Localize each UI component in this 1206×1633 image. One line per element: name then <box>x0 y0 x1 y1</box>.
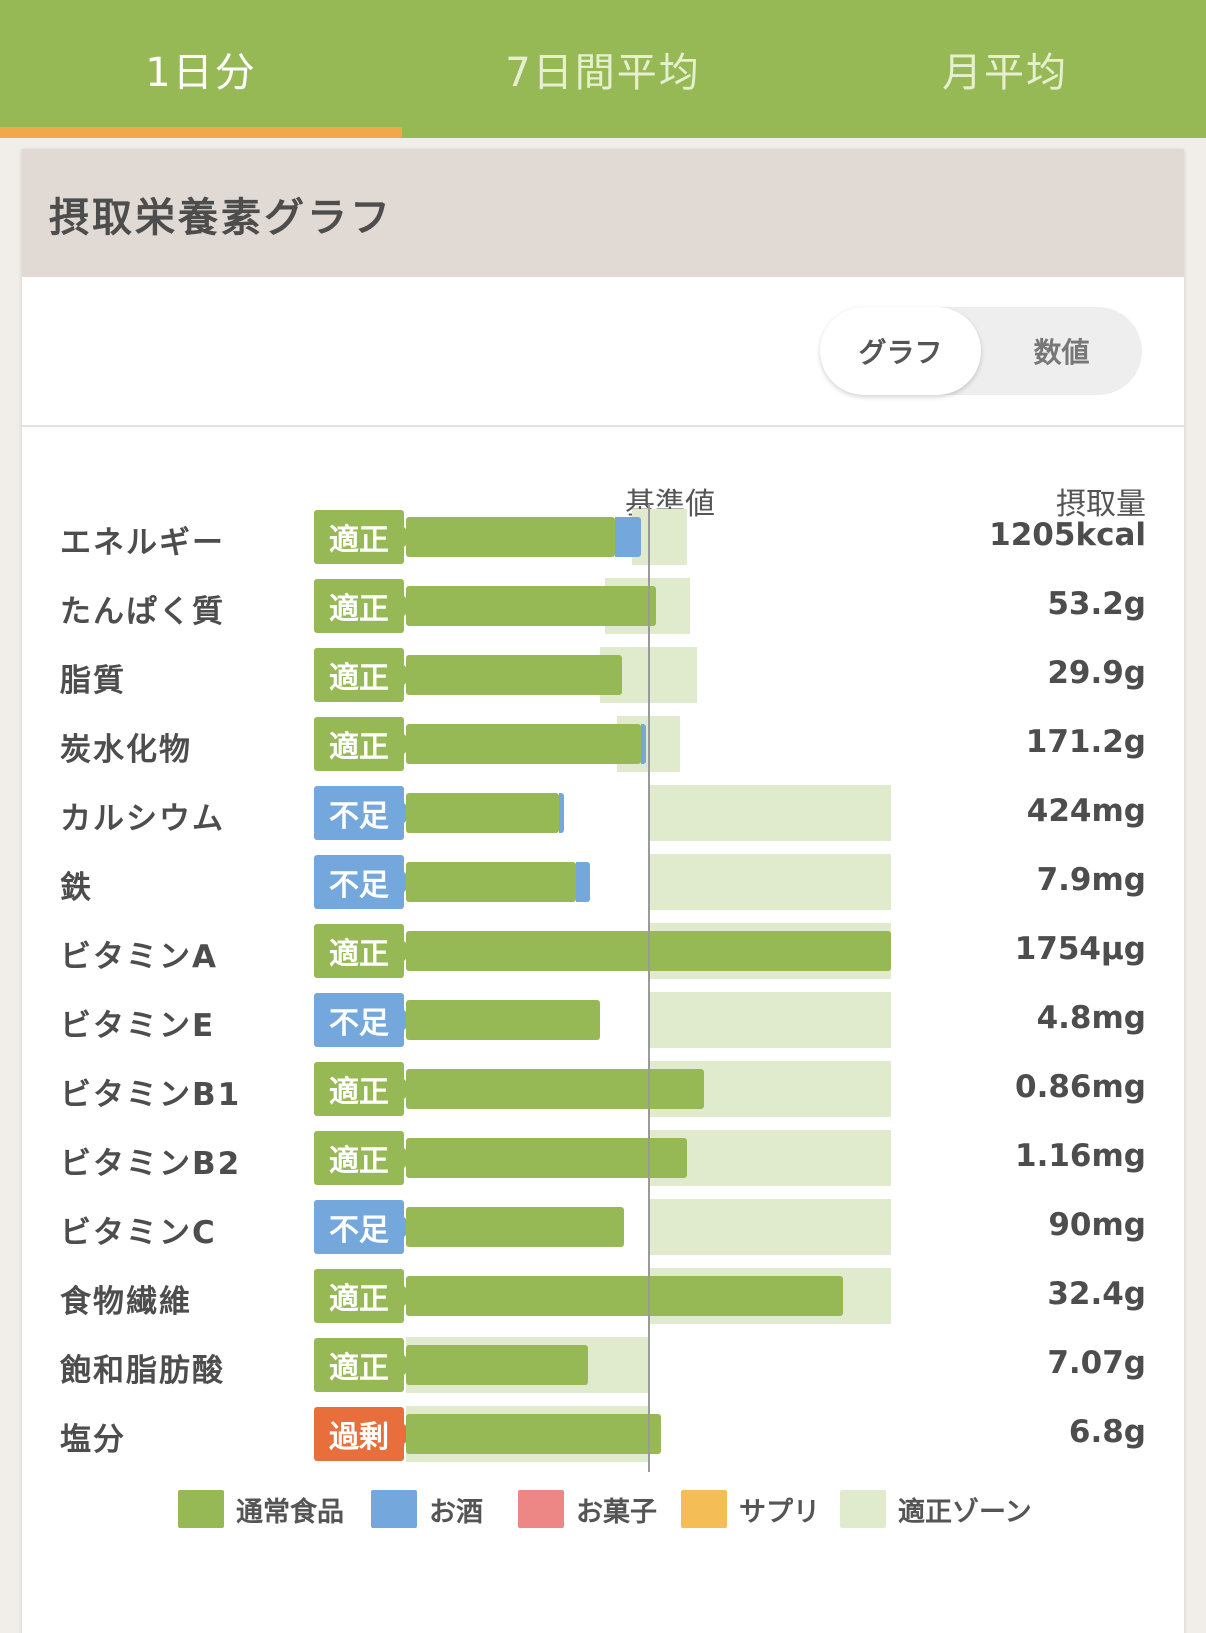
food-intake-bar <box>406 1138 688 1178</box>
legend-label: お菓子 <box>576 1496 657 1528</box>
intake-amount: 29.9g <box>1047 655 1146 691</box>
intake-amount: 90mg <box>1048 1207 1146 1243</box>
alcohol-intake-bar <box>614 517 642 557</box>
status-badge: 適正 <box>314 1269 414 1323</box>
intake-amount: 424mg <box>1026 793 1146 829</box>
alcohol-intake-bar <box>575 862 591 902</box>
nutrient-name: ビタミンB1 <box>60 1077 242 1113</box>
status-badge: 不足 <box>314 786 414 840</box>
status-badge: 適正 <box>314 1131 414 1185</box>
nutrient-graph-card: 摂取栄養素グラフ グラフ 数値 基準値 摂取量 エネルギー 適正 1205kcal た… <box>22 149 1184 1633</box>
food-intake-bar <box>406 1000 600 1040</box>
legend-swatch <box>681 1490 727 1528</box>
target-zone <box>648 1130 891 1186</box>
nutrient-name: ビタミンE <box>60 1008 216 1044</box>
nutrient-name: 鉄 <box>60 870 93 906</box>
intake-amount: 32.4g <box>1047 1276 1146 1312</box>
legend-item: お酒 <box>371 1487 483 1531</box>
target-zone <box>648 992 891 1048</box>
divider <box>22 425 1184 427</box>
intake-amount: 171.2g <box>1025 724 1146 760</box>
intake-amount: 6.8g <box>1068 1414 1146 1450</box>
legend-swatch <box>178 1490 224 1528</box>
legend-label: 通常食品 <box>236 1496 344 1528</box>
food-intake-bar <box>406 724 642 764</box>
food-intake-bar <box>406 1345 588 1385</box>
card-title: 摂取栄養素グラフ <box>49 195 393 241</box>
legend-label: サプリ <box>739 1496 820 1528</box>
toggle-value-option[interactable]: 数値 <box>1033 336 1090 369</box>
food-intake-bar <box>406 586 656 626</box>
legend-item: サプリ <box>681 1487 820 1531</box>
status-badge: 適正 <box>314 648 414 702</box>
food-intake-bar <box>406 1207 625 1247</box>
intake-amount: 4.8mg <box>1036 1000 1146 1036</box>
status-badge: 過剰 <box>314 1407 414 1461</box>
nutrient-name: 塩分 <box>60 1422 126 1458</box>
legend-swatch <box>371 1490 417 1528</box>
status-badge: 不足 <box>314 855 414 909</box>
intake-amount: 0.86mg <box>1015 1069 1146 1105</box>
intake-amount: 53.2g <box>1047 586 1146 622</box>
food-intake-bar <box>406 862 576 902</box>
food-intake-bar <box>406 517 615 557</box>
nutrient-name: 食物繊維 <box>60 1284 192 1320</box>
nutrient-bar-chart: 基準値 摂取量 エネルギー 適正 1205kcal たんぱく質 適正 53.2g 脂質 適正 2… <box>22 149 1184 1633</box>
intake-amount: 1754μg <box>1014 931 1146 967</box>
status-badge: 不足 <box>314 993 414 1047</box>
intake-amount: 7.9mg <box>1036 862 1146 898</box>
status-badge: 適正 <box>314 717 414 771</box>
food-intake-bar <box>406 1069 705 1109</box>
chart-legend: 通常食品 お酒 お菓子 サプリ 適正ゾーン <box>22 1487 1184 1537</box>
nutrient-name: ビタミンA <box>60 939 218 975</box>
nutrient-name: ビタミンC <box>60 1215 217 1251</box>
nutrient-name: ビタミンB2 <box>60 1146 242 1182</box>
legend-label: 適正ゾーン <box>898 1496 1032 1528</box>
nutrient-name: 飽和脂肪酸 <box>60 1353 225 1389</box>
food-intake-bar <box>406 793 559 833</box>
target-zone <box>648 1199 891 1255</box>
tab-one-day[interactable]: 1日分 <box>145 50 257 96</box>
intake-column-header: 摂取量 <box>1056 487 1146 522</box>
tab-seven-day-average[interactable]: 7日間平均 <box>505 50 701 96</box>
view-toggle[interactable]: グラフ 数値 <box>820 307 1142 395</box>
nutrient-name: 脂質 <box>60 663 126 699</box>
alcohol-intake-bar <box>641 724 647 764</box>
legend-label: お酒 <box>429 1496 483 1528</box>
intake-amount: 1.16mg <box>1015 1138 1146 1174</box>
status-badge: 適正 <box>314 579 414 633</box>
period-tab-bar: 1日分 7日間平均 月平均 <box>0 0 1206 138</box>
intake-amount: 7.07g <box>1047 1345 1146 1381</box>
target-zone <box>648 785 891 841</box>
legend-swatch <box>840 1490 886 1528</box>
reference-line <box>647 504 650 1472</box>
nutrient-name: 炭水化物 <box>60 732 192 768</box>
status-badge: 適正 <box>314 1338 414 1392</box>
status-badge: 適正 <box>314 1062 414 1116</box>
intake-amount: 1205kcal <box>989 517 1146 553</box>
legend-item: 適正ゾーン <box>840 1487 1032 1531</box>
food-intake-bar <box>406 1276 843 1316</box>
nutrient-name: たんぱく質 <box>60 594 225 630</box>
food-intake-bar <box>406 655 622 695</box>
target-zone <box>648 854 891 910</box>
status-badge: 適正 <box>314 510 414 564</box>
tab-monthly-average[interactable]: 月平均 <box>942 50 1068 96</box>
legend-item: お菓子 <box>518 1487 657 1531</box>
nutrient-name: エネルギー <box>60 525 225 561</box>
status-badge: 適正 <box>314 924 414 978</box>
legend-item: 通常食品 <box>178 1487 344 1531</box>
status-badge: 不足 <box>314 1200 414 1254</box>
toggle-graph-option[interactable]: グラフ <box>820 307 981 395</box>
active-tab-indicator <box>0 127 402 138</box>
nutrient-name: カルシウム <box>60 801 225 837</box>
alcohol-intake-bar <box>558 793 564 833</box>
food-intake-bar <box>406 1414 661 1454</box>
legend-swatch <box>518 1490 564 1528</box>
card-header: 摂取栄養素グラフ <box>22 149 1184 277</box>
